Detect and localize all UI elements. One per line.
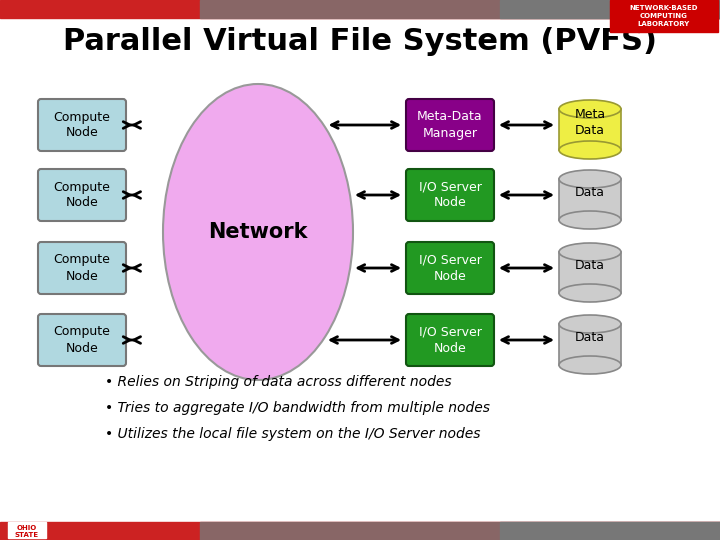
FancyBboxPatch shape [406,314,494,366]
Text: Parallel Virtual File System (PVFS): Parallel Virtual File System (PVFS) [63,28,657,57]
Bar [559,179,621,220]
Text: • Relies on Striping of data across different nodes: • Relies on Striping of data across diff… [105,375,451,389]
Text: • Tries to aggregate I/O bandwidth from multiple nodes: • Tries to aggregate I/O bandwidth from … [105,401,490,415]
Ellipse shape [163,84,353,380]
Bar [500,522,720,540]
FancyBboxPatch shape [38,242,126,294]
Text: Compute
Node: Compute Node [53,111,110,139]
FancyBboxPatch shape [406,169,494,221]
Bar [610,0,718,32]
FancyBboxPatch shape [406,99,494,151]
Bar [200,0,720,18]
Text: I/O Server
Node: I/O Server Node [418,326,482,354]
Text: Meta-Data
Manager: Meta-Data Manager [417,111,483,139]
Text: Data: Data [575,259,605,272]
Text: OHIO: OHIO [17,525,37,531]
Bar [559,324,621,365]
Text: Data: Data [575,186,605,199]
Text: NETWORK-BASED
COMPUTING
LABORATORY: NETWORK-BASED COMPUTING LABORATORY [630,5,698,27]
Bar [8,522,46,538]
Text: • Utilizes the local file system on the I/O Server nodes: • Utilizes the local file system on the … [105,427,480,441]
Ellipse shape [559,100,621,118]
Ellipse shape [559,211,621,229]
FancyBboxPatch shape [38,99,126,151]
Text: I/O Server
Node: I/O Server Node [418,253,482,282]
FancyBboxPatch shape [38,314,126,366]
Text: STATE: STATE [15,532,39,538]
Ellipse shape [559,284,621,302]
FancyBboxPatch shape [38,169,126,221]
Text: Compute
Node: Compute Node [53,326,110,354]
Ellipse shape [559,356,621,374]
Ellipse shape [559,243,621,261]
Ellipse shape [559,170,621,188]
Text: Network: Network [208,222,307,242]
Bar [559,252,621,293]
Bar [500,0,720,18]
Text: Data: Data [575,331,605,344]
Text: I/O Server
Node: I/O Server Node [418,180,482,210]
Bar [0,522,720,540]
Bar [200,522,720,540]
Bar [0,0,720,18]
Text: Compute
Node: Compute Node [53,180,110,210]
Bar [559,109,621,150]
Ellipse shape [559,141,621,159]
Ellipse shape [559,315,621,333]
FancyBboxPatch shape [406,242,494,294]
Text: Meta
Data: Meta Data [575,109,606,137]
Text: Compute
Node: Compute Node [53,253,110,282]
